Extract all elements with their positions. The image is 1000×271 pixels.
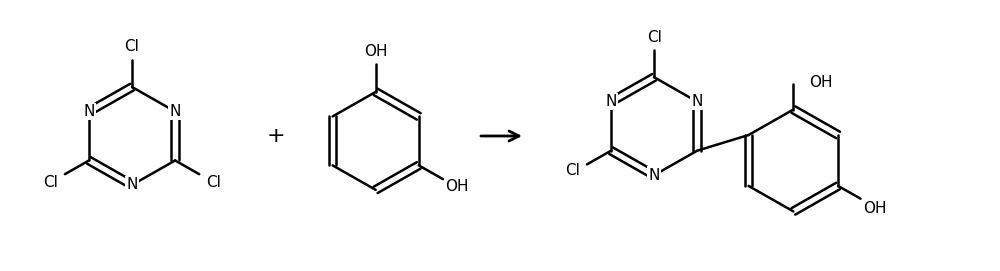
Text: OH: OH bbox=[863, 201, 886, 216]
Text: Cl: Cl bbox=[44, 175, 58, 189]
Text: +: + bbox=[267, 126, 286, 146]
Text: OH: OH bbox=[809, 75, 833, 90]
Text: N: N bbox=[83, 104, 95, 119]
Text: Cl: Cl bbox=[206, 175, 221, 189]
Text: N: N bbox=[126, 178, 138, 192]
Text: Cl: Cl bbox=[647, 30, 662, 44]
Text: N: N bbox=[648, 168, 660, 183]
Text: OH: OH bbox=[445, 179, 469, 194]
Text: N: N bbox=[605, 94, 617, 109]
Text: OH: OH bbox=[364, 44, 387, 59]
Text: N: N bbox=[169, 104, 181, 119]
Text: Cl: Cl bbox=[566, 163, 580, 178]
Text: Cl: Cl bbox=[125, 39, 139, 54]
Text: N: N bbox=[692, 94, 703, 109]
